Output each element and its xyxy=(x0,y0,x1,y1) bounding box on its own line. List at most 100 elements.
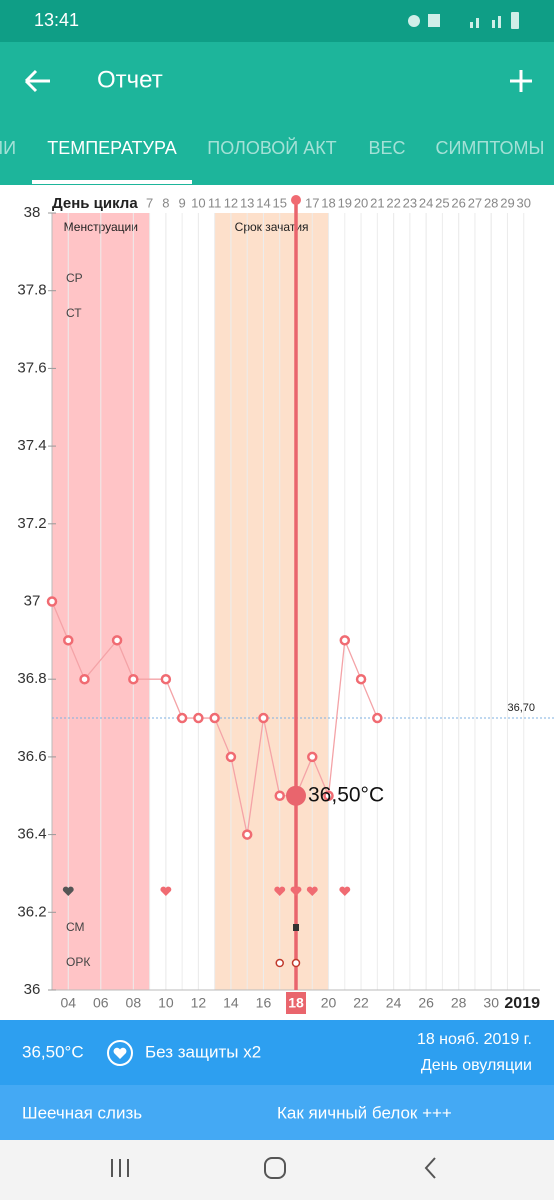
y-tick-label: 36.8 xyxy=(17,670,46,687)
y-tick-label: 37.2 xyxy=(17,515,46,532)
coverline-label: 36,70 xyxy=(507,702,535,714)
band-label: Срок зачатия xyxy=(235,220,309,234)
tab[interactable]: ВЕС xyxy=(368,138,405,158)
back-button[interactable] xyxy=(24,69,50,93)
x-tick-label: 26 xyxy=(451,195,465,210)
temperature-point xyxy=(323,790,334,801)
date-tick-label: 22 xyxy=(353,995,369,1011)
y-tick-label: 37.6 xyxy=(17,359,46,376)
day-status: День овуляции xyxy=(421,1057,532,1074)
x-tick-label: 9 xyxy=(179,195,186,210)
nav-recents[interactable] xyxy=(111,1159,129,1177)
date-tick-label: 08 xyxy=(126,995,142,1011)
tab[interactable]: СИМПТОМЫ xyxy=(436,138,545,158)
opk-marker xyxy=(275,958,284,968)
y-tick-label: 37 xyxy=(24,592,41,609)
x-tick-label: 25 xyxy=(435,195,449,210)
y-tick-label: 37.8 xyxy=(17,282,46,299)
temperature-point xyxy=(372,712,383,724)
date-tick-label: 14 xyxy=(223,995,239,1011)
x-tick-label: 10 xyxy=(191,195,205,210)
add-button[interactable] xyxy=(510,70,532,92)
date-tick-label: 16 xyxy=(256,995,272,1011)
x-tick-label: 17 xyxy=(305,195,319,210)
heart xyxy=(290,886,302,896)
x-tick-label: 15 xyxy=(272,195,286,210)
date-tick-label: 24 xyxy=(386,995,402,1011)
x-tick-label: 18 xyxy=(321,195,335,210)
heart-badge xyxy=(107,1040,133,1066)
date-tick-label: 28 xyxy=(451,995,467,1011)
nav-back[interactable] xyxy=(424,1157,436,1179)
x-tick-label: 30 xyxy=(516,195,530,210)
y-tick-label: 36.2 xyxy=(17,903,46,920)
tab[interactable]: ИИ xyxy=(0,138,16,158)
selected-label: 36,50°C xyxy=(308,783,384,806)
date-tick-label: 10 xyxy=(158,995,174,1011)
y-tick-label: 36 xyxy=(24,981,41,998)
x-tick-label: 14 xyxy=(256,195,270,210)
day-temperature: 36,50°C xyxy=(22,1042,84,1061)
temperature-point xyxy=(307,751,318,763)
x-title: День цикла xyxy=(52,195,138,212)
heart xyxy=(339,886,351,896)
y-tick-label: 36.4 xyxy=(17,826,46,843)
tab[interactable]: ТЕМПЕРАТУРА xyxy=(47,138,177,158)
year-label: 2019 xyxy=(504,995,540,1012)
heart xyxy=(160,886,172,896)
status-icons xyxy=(408,12,519,29)
date-highlight xyxy=(286,992,306,1014)
temperature-point xyxy=(79,673,90,685)
temperature-point xyxy=(63,635,74,646)
temperature-point xyxy=(274,790,285,801)
day-info-bar xyxy=(0,1020,554,1085)
x-tick-label: 11 xyxy=(208,195,222,210)
row-label: СМ xyxy=(66,920,85,934)
nav-bar xyxy=(0,1140,554,1200)
app-title: Отчет xyxy=(97,66,163,93)
x-tick-label: 8 xyxy=(162,195,169,210)
temperature-point xyxy=(176,712,188,724)
x-tick-label: 28 xyxy=(484,195,498,210)
cm-marker xyxy=(293,924,299,931)
app-bar xyxy=(0,42,554,185)
x-tick-label: 23 xyxy=(403,195,417,210)
opk-marker xyxy=(291,958,301,968)
temperature-point xyxy=(111,635,123,646)
temperature-point xyxy=(160,673,172,685)
heart xyxy=(62,886,74,896)
temperature-point xyxy=(193,712,204,724)
row-label: ОРК xyxy=(66,955,90,969)
clock: 13:41 xyxy=(34,10,79,30)
y-tick-label: 36.6 xyxy=(17,748,46,765)
x-tick-label: 29 xyxy=(500,195,514,210)
selected-point xyxy=(286,785,306,806)
observation-bar xyxy=(0,1085,554,1140)
heart xyxy=(306,886,318,896)
x-tick-label: 21 xyxy=(370,195,384,210)
date-tick-label: 20 xyxy=(321,995,337,1011)
status-bar xyxy=(0,0,554,42)
date-tick-label: 26 xyxy=(418,995,434,1011)
band xyxy=(214,213,329,990)
x-tick-label: 7 xyxy=(146,195,153,210)
temperature-point xyxy=(339,635,351,646)
date-tick-label: 06 xyxy=(93,995,109,1011)
y-tick-label: 38 xyxy=(24,204,41,221)
temperature-point xyxy=(46,596,58,607)
x-tick-label: 24 xyxy=(419,195,433,210)
temperature-point xyxy=(241,829,253,840)
x-tick-label: 22 xyxy=(386,195,400,210)
observation-name: Шеечная слизь xyxy=(22,1103,142,1122)
temperature-point xyxy=(128,673,139,685)
row-label: СТ xyxy=(66,306,82,320)
x-tick-label: 27 xyxy=(468,195,482,210)
temperature-point xyxy=(209,712,220,724)
date-tick-label: 04 xyxy=(60,995,76,1011)
date-tick-label: 18 xyxy=(288,995,304,1011)
nav-home[interactable] xyxy=(264,1157,286,1179)
tab[interactable]: ПОЛОВОЙ АКТ xyxy=(207,137,336,158)
date-tick-label: 30 xyxy=(483,995,499,1011)
